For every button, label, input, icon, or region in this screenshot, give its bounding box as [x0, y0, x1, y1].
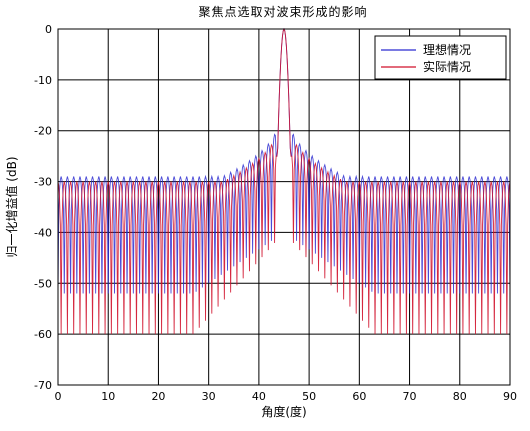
x-tick-label: 90: [503, 390, 517, 403]
plot-frame: [57, 28, 511, 386]
x-tick-label: 40: [252, 390, 266, 403]
y-axis-label: 归一化增益值 (dB): [4, 156, 19, 257]
y-tick-label: 0: [45, 23, 52, 36]
y-tick-label: -20: [34, 125, 52, 138]
x-tick-label: 80: [453, 390, 467, 403]
x-tick-label: 20: [151, 390, 165, 403]
x-tick-label: 70: [403, 390, 417, 403]
x-tick-label: 60: [352, 390, 366, 403]
y-tick-labels: 0 -10 -20 -30 -40 -50 -60 -70: [34, 23, 52, 392]
chart-title: 聚焦点选取对波束形成的影响: [198, 4, 367, 19]
legend-box: [374, 35, 507, 80]
x-tick-label: 30: [202, 390, 216, 403]
x-tick-label: 50: [302, 390, 316, 403]
y-tick-label: -30: [34, 176, 52, 189]
x-tick-labels: 0 10 20 30 40 50 60 70 80 90: [55, 390, 518, 403]
legend-label-ideal: 理想情况: [423, 42, 471, 57]
y-tick-label: -60: [34, 328, 52, 341]
x-axis-label: 角度(度): [261, 404, 306, 419]
x-tick-label: 10: [101, 390, 115, 403]
x-tick-label: 0: [55, 390, 62, 403]
y-tick-label: -10: [34, 74, 52, 87]
y-tick-label: -70: [34, 379, 52, 392]
y-tick-label: -40: [34, 226, 52, 239]
y-tick-label: -50: [34, 277, 52, 290]
plot-area: [58, 29, 510, 385]
legend-label-actual: 实际情况: [423, 59, 471, 74]
legend: 理想情况 实际情况: [374, 35, 507, 80]
